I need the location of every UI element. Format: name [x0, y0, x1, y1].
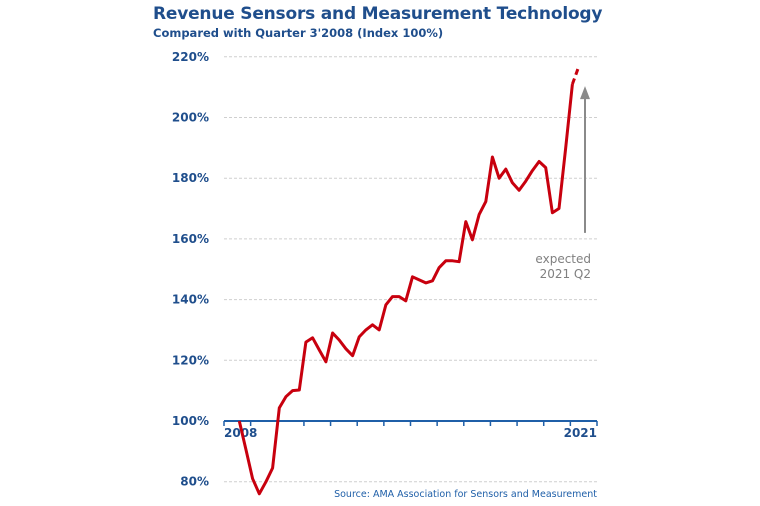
annotation-line-2: 2021 Q2 [540, 267, 591, 281]
y-tick-label: 120% [172, 353, 209, 367]
x-axis: 2008 2021 [223, 420, 598, 440]
source-note: Source: AMA Association for Sensors and … [334, 489, 597, 500]
gridlines [224, 56, 597, 483]
x-tick-label: 2021 [564, 426, 597, 440]
y-tick-label: 220% [172, 50, 209, 64]
chart-subtitle: Compared with Quarter 3'2008 (Index 100%… [153, 26, 444, 40]
y-tick-label: 160% [172, 232, 209, 246]
y-tick-label: 200% [172, 111, 209, 125]
annotation: expected 2021 Q2 [535, 86, 591, 281]
y-tick-label: 80% [180, 475, 209, 489]
y-axis-ticks: 80% 100% 120% 140% 160% 180% 200% 220% [172, 50, 209, 489]
series-lines [237, 65, 581, 496]
revenue-series-line [237, 83, 574, 496]
annotation-line-1: expected [535, 252, 591, 266]
y-tick-label: 140% [172, 293, 209, 307]
chart-title: Revenue Sensors and Measurement Technolo… [153, 4, 603, 24]
arrow-head-icon [580, 86, 590, 100]
y-tick-label: 100% [172, 414, 209, 428]
y-tick-label: 180% [172, 171, 209, 185]
expected-series-line [570, 65, 581, 85]
